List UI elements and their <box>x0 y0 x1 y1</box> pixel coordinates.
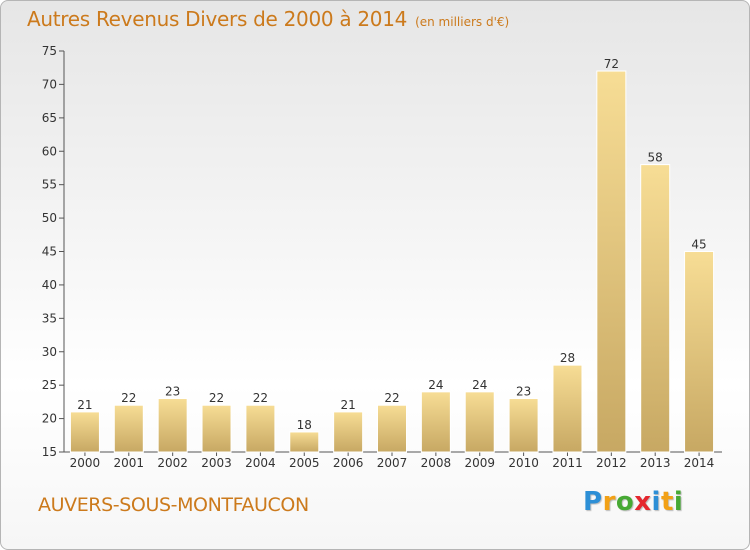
proxiti-logo-letter: i <box>673 487 684 517</box>
value-label-2014: 45 <box>691 238 706 252</box>
y-tick-label: 60 <box>42 144 57 158</box>
value-label-2008: 24 <box>428 378 443 392</box>
x-tick-label: 2003 <box>201 456 232 470</box>
proxiti-logo-letter: r <box>602 487 616 517</box>
chart-title: Autres Revenus Divers de 2000 à 2014 <box>27 7 408 31</box>
x-tick-label: 2007 <box>377 456 408 470</box>
x-tick-label: 2002 <box>157 456 188 470</box>
bars <box>69 70 715 453</box>
value-label-2011: 28 <box>560 351 575 365</box>
proxiti-logo[interactable]: Proxiti <box>583 487 683 517</box>
x-tick-label: 2011 <box>552 456 583 470</box>
x-tick-label: 2010 <box>508 456 539 470</box>
bar-2013 <box>640 164 671 453</box>
bar-2014 <box>684 251 715 453</box>
x-axis: 2000 2001 2002 2003 2004 2005 2006 2007 2008 2009… <box>64 451 722 470</box>
y-tick-label: 65 <box>42 111 57 125</box>
value-label-2010: 23 <box>516 385 531 399</box>
y-tick-label: 55 <box>42 178 57 192</box>
value-label-2002: 23 <box>165 385 180 399</box>
bar-2004 <box>245 404 276 453</box>
bar-2006 <box>333 411 364 453</box>
y-axis: 15 20 25 30 35 40 45 50 55 60 65 70 75 <box>42 44 65 459</box>
value-label-2004: 22 <box>253 391 268 405</box>
commune-name: AUVERS-SOUS-MONTFAUCON <box>38 494 309 516</box>
x-tick-label: 2012 <box>596 456 627 470</box>
chart-title-group: Autres Revenus Divers de 2000 à 2014 (en … <box>27 7 509 31</box>
value-label-2009: 24 <box>472 378 487 392</box>
y-tick-label: 50 <box>42 211 57 225</box>
x-tick-label: 2000 <box>70 456 101 470</box>
bar-2008 <box>420 391 451 453</box>
x-tick-label: 2008 <box>421 456 452 470</box>
y-tick-label: 20 <box>42 412 57 426</box>
bar-2007 <box>377 404 407 453</box>
value-label-2000: 21 <box>77 398 92 412</box>
y-tick-label: 40 <box>42 278 57 292</box>
y-tick-label: 45 <box>42 245 57 259</box>
bar-2000 <box>69 411 100 453</box>
x-tick-label: 2006 <box>333 456 364 470</box>
bar-2003 <box>201 404 232 453</box>
y-tick-label: 25 <box>42 378 57 392</box>
value-label-2013: 58 <box>648 151 663 165</box>
x-tick-label: 2009 <box>464 456 495 470</box>
bar-2012 <box>596 70 627 453</box>
y-tick-label: 75 <box>42 44 57 58</box>
value-label-2007: 22 <box>384 391 399 405</box>
proxiti-logo-letter: t <box>660 487 674 517</box>
y-tick-label: 30 <box>42 345 57 359</box>
bar-2010 <box>508 398 539 453</box>
bar-2009 <box>464 391 495 453</box>
proxiti-logo-letter: i <box>651 487 661 517</box>
y-tick-label: 35 <box>42 311 57 325</box>
bar-2001 <box>113 404 144 453</box>
x-tick-label: 2005 <box>289 456 320 470</box>
proxiti-logo-letter: x <box>634 487 652 517</box>
proxiti-logo-letter: P <box>583 487 603 517</box>
value-labels: 21 22 23 22 22 18 21 22 24 24 23 28 72 58 45 <box>77 57 706 432</box>
value-label-2012: 72 <box>604 57 619 71</box>
value-label-2003: 22 <box>209 391 224 405</box>
bar-2005 <box>289 431 320 453</box>
bar-2002 <box>157 398 188 453</box>
value-label-2005: 18 <box>297 418 312 432</box>
chart-subtitle: (en milliers d'€) <box>415 15 510 29</box>
x-tick-label: 2014 <box>684 456 715 470</box>
value-label-2006: 21 <box>340 398 355 412</box>
x-tick-label: 2013 <box>640 456 671 470</box>
y-tick-label: 70 <box>42 77 57 91</box>
y-tick-label: 15 <box>42 445 57 459</box>
x-tick-label: 2001 <box>114 456 145 470</box>
value-label-2001: 22 <box>121 391 136 405</box>
bar-2011 <box>552 364 583 453</box>
proxiti-logo-letter: o <box>615 487 635 517</box>
x-tick-label: 2004 <box>245 456 276 470</box>
